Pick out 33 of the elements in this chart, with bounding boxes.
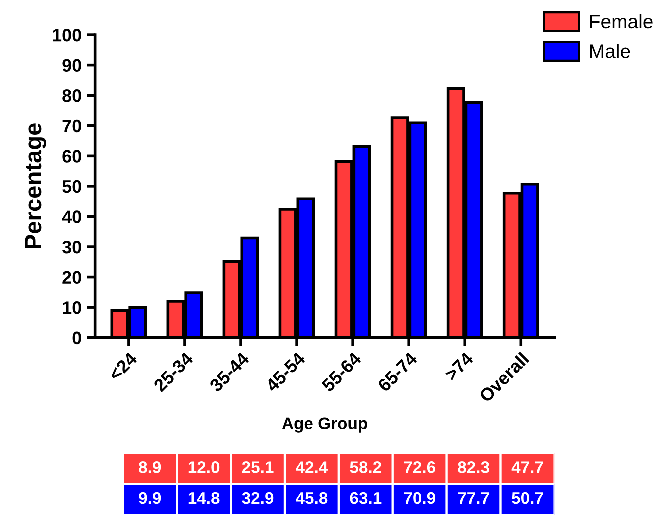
data-label: 63.1 xyxy=(350,492,382,504)
y-tick-label: 0 xyxy=(72,332,82,345)
data-label: 50.7 xyxy=(512,492,544,504)
y-tick-label: 80 xyxy=(62,90,82,102)
y-tick-label: 70 xyxy=(62,120,82,133)
data-label: 25.1 xyxy=(242,462,274,474)
y-tick-label: 10 xyxy=(63,302,82,314)
x-axis-title: Age Group xyxy=(282,418,368,433)
legend-label: Female xyxy=(590,14,653,29)
y-tick-label: 40 xyxy=(62,210,82,224)
data-label: 77.7 xyxy=(458,492,490,504)
x-tick-label: >74 xyxy=(444,352,474,382)
data-label: 47.7 xyxy=(512,462,544,474)
data-label: 72.6 xyxy=(404,462,436,474)
data-label: 32.9 xyxy=(242,492,274,504)
data-label: 9.9 xyxy=(139,492,162,504)
y-tick-label: 50 xyxy=(62,180,82,194)
y-tick-label: 20 xyxy=(62,271,82,284)
x-tick-label: <24 xyxy=(108,351,138,382)
data-label: 45.8 xyxy=(296,492,328,504)
y-axis-title: Percentage xyxy=(25,124,46,249)
data-label: 14.8 xyxy=(188,492,220,504)
y-tick-label: 30 xyxy=(62,240,82,254)
data-label: 70.9 xyxy=(404,492,436,504)
data-label: 8.9 xyxy=(139,462,162,474)
data-label: 58.2 xyxy=(350,462,382,474)
data-label: 82.3 xyxy=(458,462,490,474)
y-tick-label: 90 xyxy=(62,59,82,72)
y-tick-label: 60 xyxy=(62,150,82,163)
legend-label: Male xyxy=(590,44,630,58)
y-tick-label: 100 xyxy=(53,28,82,42)
data-label: 12.0 xyxy=(188,462,220,474)
data-label: 42.4 xyxy=(296,462,328,474)
